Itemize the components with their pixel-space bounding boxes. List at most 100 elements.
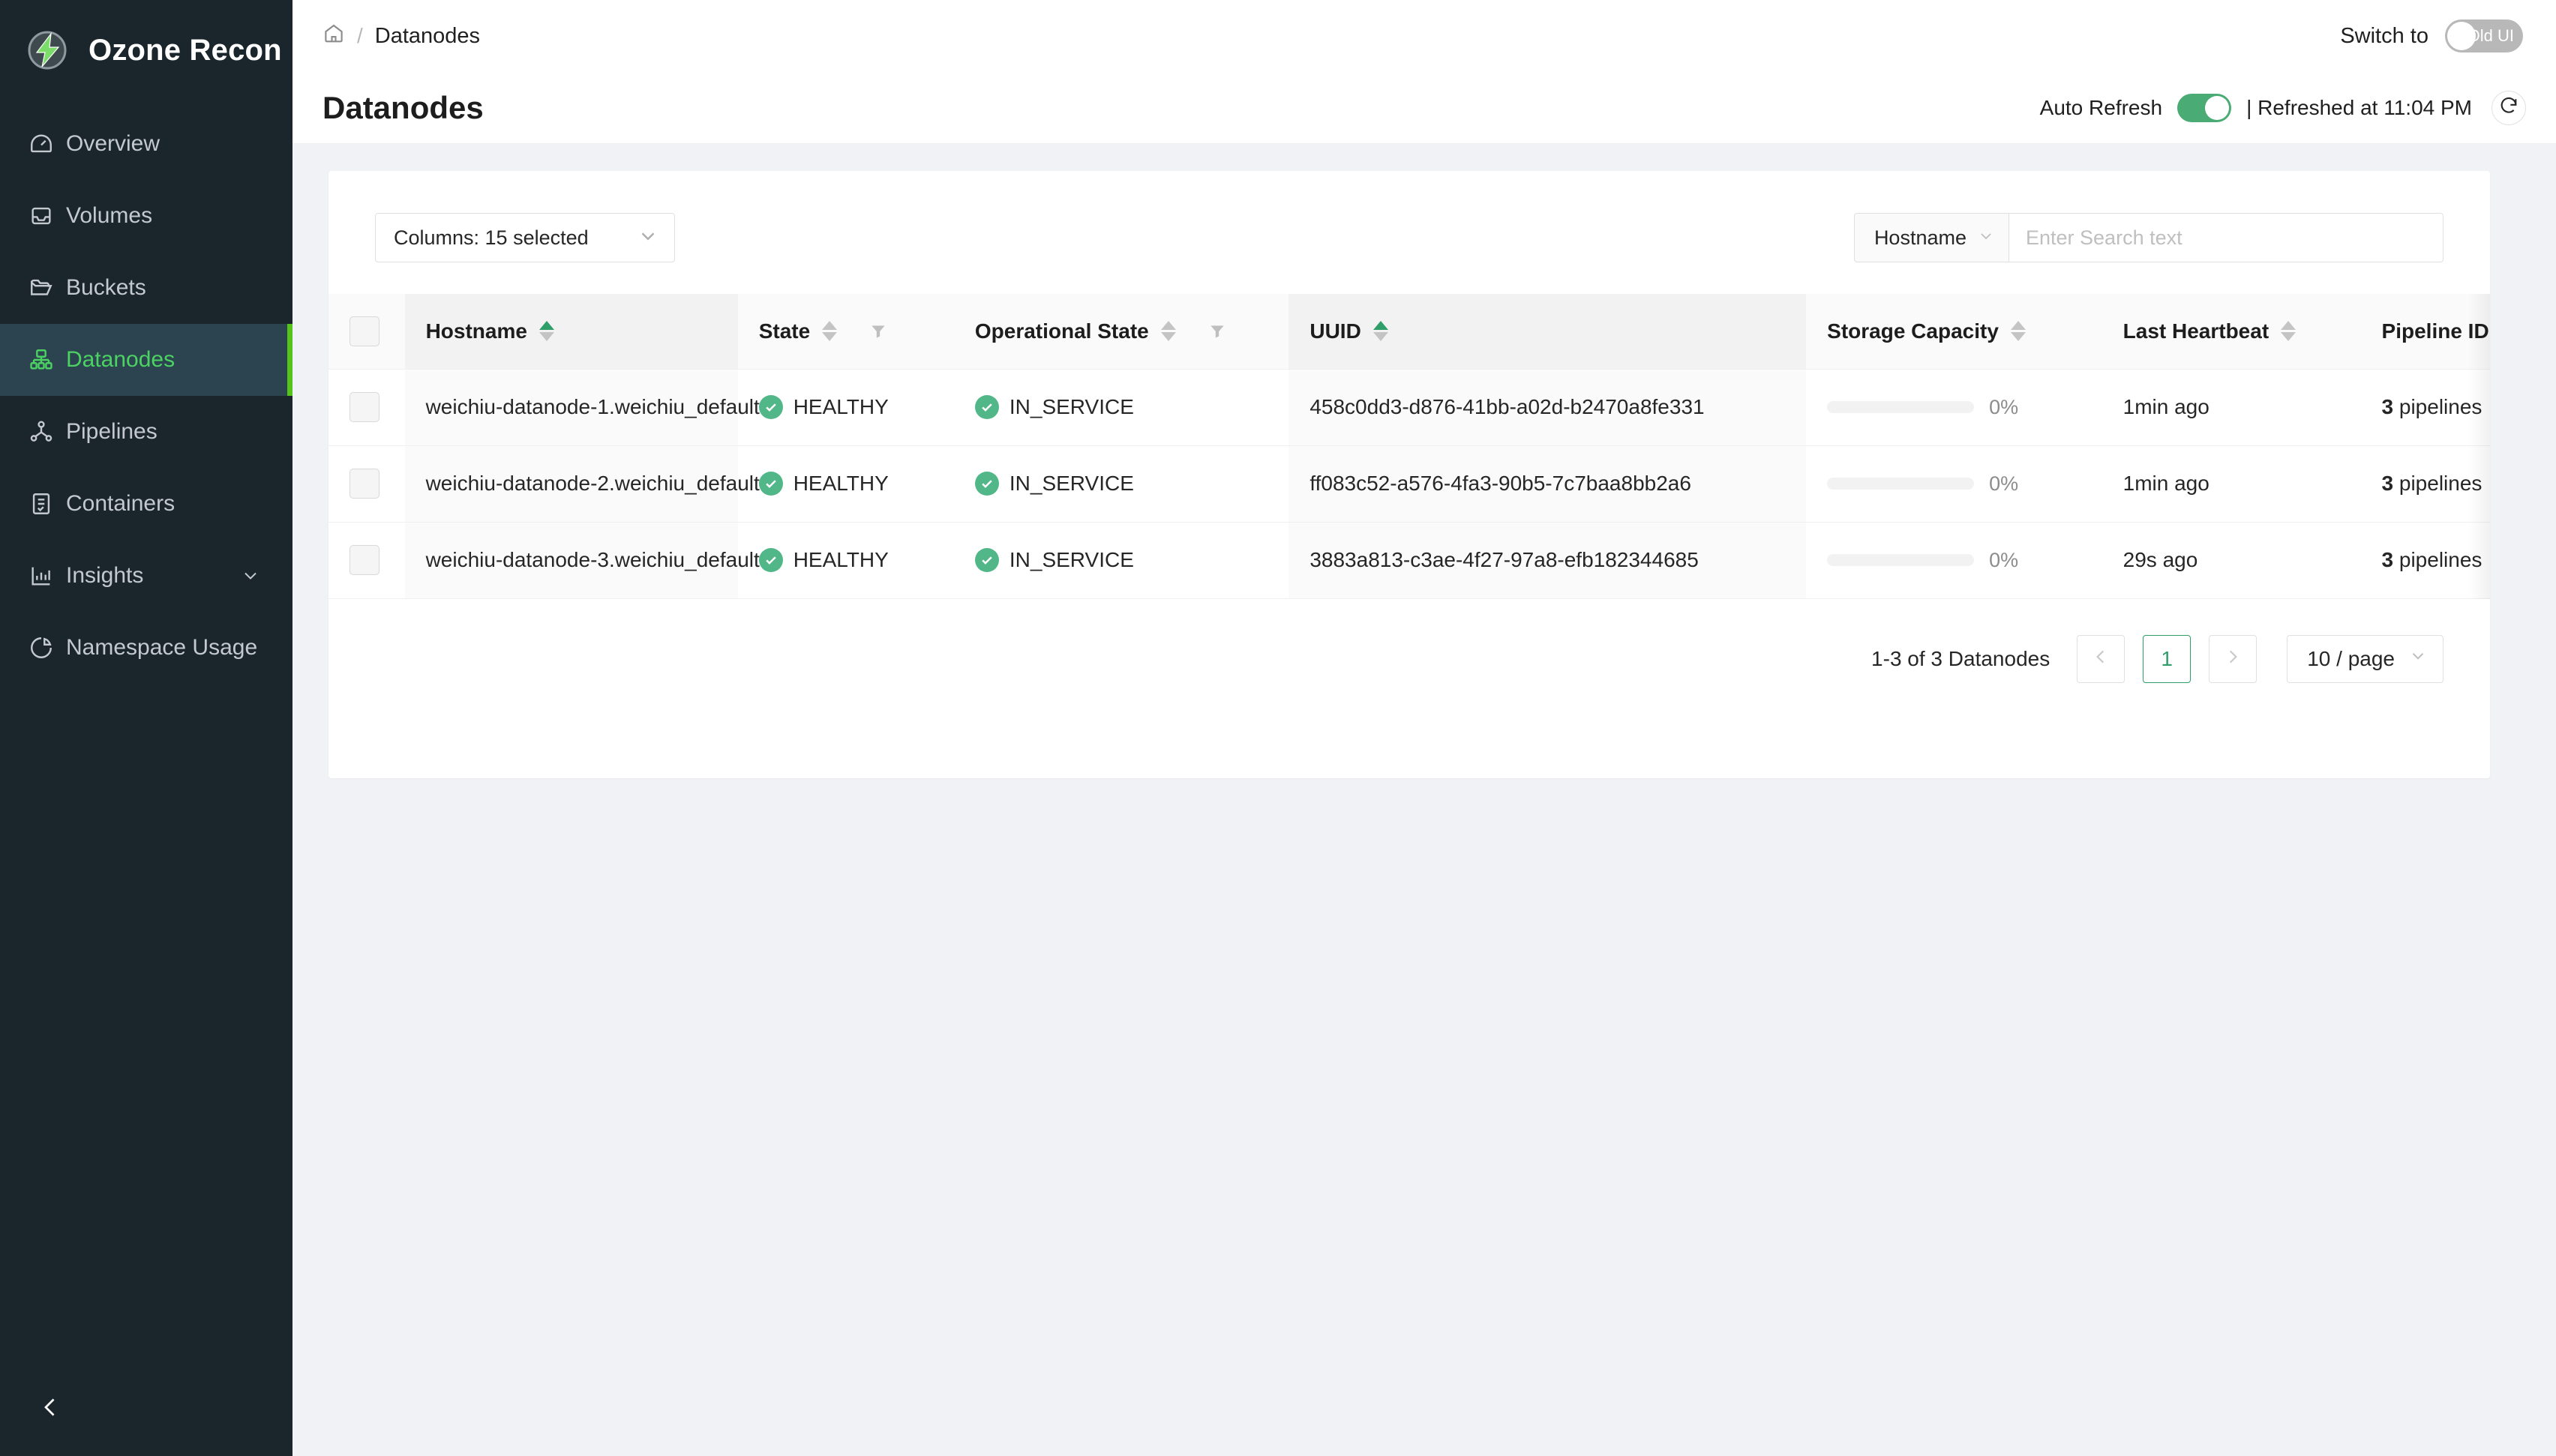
operational-state-label: IN_SERVICE (1009, 472, 1134, 495)
sidebar-collapse-button[interactable] (32, 1390, 69, 1428)
cell-state: HEALTHY (737, 445, 954, 523)
pagination-next-button[interactable] (2209, 634, 2258, 683)
home-icon[interactable] (322, 22, 345, 50)
table-header-row: Hostname State (328, 294, 2490, 370)
old-ui-toggle-label: Old UI (2467, 26, 2514, 45)
sidebar-item-namespace-usage[interactable]: Namespace Usage (0, 612, 292, 684)
table-row[interactable]: weichiu-datanode-3.weichiu_default HEALT… (328, 522, 2490, 599)
pagination-total: 1-3 of 3 Datanodes (1871, 646, 2050, 670)
sort-toggle-icon[interactable] (822, 321, 838, 342)
refresh-button[interactable] (2492, 90, 2526, 125)
sidebar-item-label: Namespace Usage (66, 635, 258, 660)
breadcrumb: / Datanodes (322, 22, 480, 50)
column-header-pipeline-ids[interactable]: Pipeline ID(s) (2360, 294, 2490, 370)
row-checkbox[interactable] (350, 392, 380, 422)
cell-last-heartbeat: 1min ago (2102, 369, 2361, 446)
sort-toggle-icon[interactable] (2010, 321, 2026, 342)
refreshed-at-text: | Refreshed at 11:04 PM (2246, 95, 2472, 119)
row-select-cell (328, 445, 405, 523)
search-field-select[interactable]: Hostname (1853, 213, 2008, 262)
columns-select[interactable]: Columns: 15 selected (375, 213, 675, 262)
table-row[interactable]: weichiu-datanode-2.weichiu_default HEALT… (328, 445, 2490, 523)
page-size-select[interactable]: 10 / page (2287, 634, 2444, 683)
old-ui-toggle[interactable]: Old UI (2445, 19, 2523, 52)
row-select-cell (328, 369, 405, 446)
sort-toggle-icon[interactable] (2281, 321, 2296, 342)
search-field-label: Hostname (1874, 226, 1966, 249)
column-header-storage-capacity[interactable]: Storage Capacity (1806, 294, 2102, 370)
cell-pipelines: 3 pipelines (2360, 369, 2490, 446)
column-header-uuid[interactable]: UUID (1288, 294, 1807, 370)
check-circle-icon (758, 472, 783, 496)
file-list-icon (28, 490, 62, 517)
column-header-state[interactable]: State (737, 294, 954, 370)
sidebar-item-pipelines[interactable]: Pipelines (0, 396, 292, 468)
column-header-label: State (758, 319, 811, 343)
column-header-label: UUID (1310, 319, 1361, 343)
cell-storage-capacity: 0% (1806, 445, 2102, 523)
page-header: Datanodes Auto Refresh | Refreshed at 11… (292, 72, 2556, 144)
sort-toggle-icon[interactable] (1160, 321, 1176, 342)
brand-title: Ozone Recon (88, 33, 282, 67)
old-ui-switch-group: Switch to Old UI (2340, 19, 2523, 52)
column-header-label: Storage Capacity (1827, 319, 1999, 343)
sidebar-item-containers[interactable]: Containers (0, 468, 292, 540)
capacity-progress-bar (1827, 401, 1975, 413)
capacity-percent: 0% (1989, 548, 2019, 571)
capacity-percent: 0% (1989, 472, 2019, 495)
sidebar-nav: Overview Volumes Buckets Datanodes Pipel (0, 108, 292, 684)
sidebar-item-buckets[interactable]: Buckets (0, 252, 292, 324)
breadcrumb-current[interactable]: Datanodes (374, 23, 481, 48)
capacity-progress-bar (1827, 554, 1975, 566)
column-header-hostname[interactable]: Hostname (404, 294, 738, 370)
operational-state-label: IN_SERVICE (1009, 395, 1134, 418)
capacity-progress-bar (1827, 478, 1975, 490)
sort-toggle-icon[interactable] (538, 321, 554, 342)
sidebar-item-insights[interactable]: Insights (0, 540, 292, 612)
cell-pipelines: 3 pipelines (2360, 445, 2490, 523)
row-checkbox[interactable] (350, 545, 380, 575)
chevron-down-icon[interactable] (240, 565, 261, 586)
pagination-page-1[interactable]: 1 (2143, 634, 2192, 683)
auto-refresh-toggle[interactable] (2177, 93, 2232, 122)
cell-last-heartbeat: 29s ago (2102, 522, 2361, 599)
check-circle-icon (758, 395, 783, 419)
filter-icon[interactable] (1208, 322, 1227, 341)
sidebar-item-datanodes[interactable]: Datanodes (0, 324, 292, 396)
cell-state: HEALTHY (737, 369, 954, 446)
reload-icon (2498, 95, 2519, 120)
cell-storage-capacity: 0% (1806, 369, 2102, 446)
cell-hostname: weichiu-datanode-2.weichiu_default (404, 445, 760, 523)
column-header-operational-state[interactable]: Operational State (953, 294, 1289, 370)
sidebar: Ozone Recon Overview Volumes Buckets D (0, 0, 292, 1456)
column-header-last-heartbeat[interactable]: Last Heartbeat (2102, 294, 2361, 370)
select-all-checkbox[interactable] (350, 316, 380, 346)
cell-storage-capacity: 0% (1806, 522, 2102, 599)
check-circle-icon (974, 395, 999, 419)
check-circle-icon (974, 472, 999, 496)
row-checkbox[interactable] (350, 469, 380, 499)
sort-toggle-icon[interactable] (1372, 321, 1388, 342)
table-scroll-container[interactable]: Hostname State (328, 294, 2490, 599)
table-head: Hostname State (328, 294, 2490, 370)
folder-open-icon (28, 274, 62, 301)
pagination-prev-button[interactable] (2077, 634, 2126, 683)
search-input[interactable] (2008, 213, 2444, 262)
filter-icon[interactable] (868, 322, 888, 341)
cell-last-heartbeat: 1min ago (2102, 445, 2361, 523)
pipeline-count: 3 (2381, 548, 2394, 571)
table-row[interactable]: weichiu-datanode-1.weichiu_default HEALT… (328, 369, 2490, 446)
brand[interactable]: Ozone Recon (0, 0, 292, 102)
sidebar-item-volumes[interactable]: Volumes (0, 180, 292, 252)
column-header-label: Pipeline ID(s) (2381, 319, 2490, 343)
top-bar: / Datanodes Switch to Old UI (292, 0, 2556, 72)
chevron-down-icon (2408, 646, 2428, 671)
check-circle-icon (974, 548, 999, 572)
ozone-bolt-logo-icon (24, 27, 70, 73)
switch-to-label: Switch to (2340, 23, 2428, 48)
sidebar-item-overview[interactable]: Overview (0, 108, 292, 180)
cluster-icon (28, 346, 62, 373)
auto-refresh-group: Auto Refresh | Refreshed at 11:04 PM (2040, 90, 2526, 125)
cell-hostname: weichiu-datanode-1.weichiu_default (404, 369, 760, 446)
pipeline-suffix: pipelines (2393, 395, 2482, 418)
